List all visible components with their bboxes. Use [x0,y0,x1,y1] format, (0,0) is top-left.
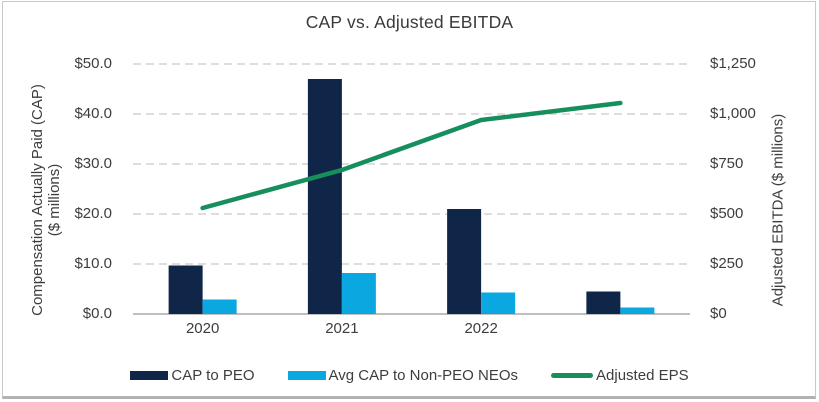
bar-2020-cap-to-peo [168,265,203,314]
x-axis-label-empty [560,320,680,338]
left-tick-label: $40.0 [74,105,112,122]
right-tick-label: $1,000 [710,105,756,122]
bar-category4-cap-to-peo [586,291,621,314]
bar-2022-avg-cap-non-peo [481,292,516,314]
right-tick-label: $250 [710,255,744,272]
bar-2021-cap-to-peo [307,79,342,314]
right-tick-label: $1,250 [710,55,756,72]
left-tick-label: $0.0 [82,305,112,322]
legend-label: Avg CAP to Non-PEO NEOs [328,366,519,384]
bar-category4-avg-cap-non-peo [620,307,655,314]
legend-bar-swatch [130,370,169,380]
legend: CAP to PEO Avg CAP to Non-PEO NEOs Adjuste… [0,364,819,386]
right-tick-label: $0 [710,305,727,322]
left-tick-label: $10.0 [74,255,112,272]
bar-2021-avg-cap-non-peo [341,273,376,314]
right-tick-label: $750 [710,155,744,172]
right-tick-label: $500 [710,205,744,222]
plot-area [133,63,690,315]
bar-2022-cap-to-peo [447,209,482,314]
legend-bar-swatch [287,370,326,380]
legend-item: Adjusted EPS [551,367,689,384]
legend-item: Avg CAP to Non-PEO NEOs [287,366,519,384]
x-axis-label-2022: 2022 [464,320,498,337]
x-axis-label-2021: 2021 [325,320,359,337]
left-tick-label: $30.0 [74,155,112,172]
left-tick-label: $50.0 [74,55,112,72]
legend-label: CAP to PEO [171,366,255,384]
adjusted-eps-line [200,100,623,211]
bar-2020-avg-cap-non-peo [202,299,237,314]
legend-line-swatch [551,372,594,378]
legend-item: CAP to PEO [130,366,255,384]
x-axis-label-2020: 2020 [185,320,220,337]
chart-title: CAP vs. Adjusted EBITDA [305,12,514,32]
legend-label: Adjusted EPS [596,366,689,384]
left-tick-label: $20.0 [74,205,112,222]
